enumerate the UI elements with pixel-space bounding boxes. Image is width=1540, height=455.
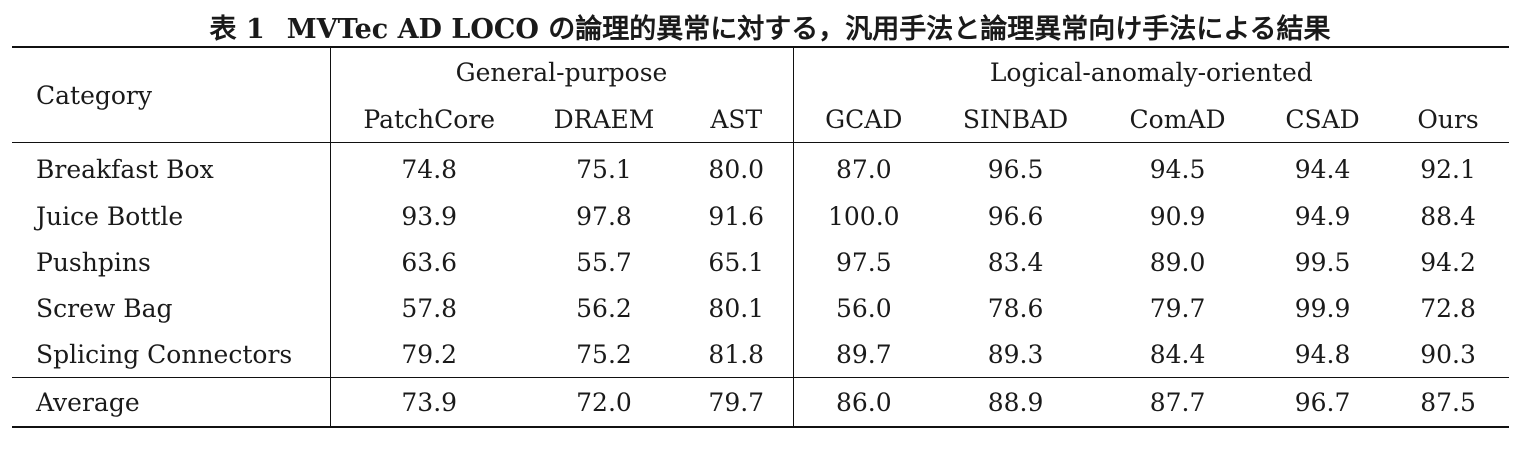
value-cell: 57.8 [329, 285, 528, 331]
value-cell: 79.7 [1149, 293, 1206, 323]
value-cell: 94.4 [1294, 154, 1351, 184]
method-header: CSAD [1285, 104, 1360, 134]
method-header: PatchCore [329, 96, 528, 143]
value-cell: 94.2 [1420, 247, 1476, 277]
average-row: Average 73.9 72.0 79.7 86.0 88.9 87.7 96.7 87.5 [12, 377, 1510, 427]
value-cell: 94.9 [1294, 201, 1351, 231]
value-cell: 93.9 [329, 193, 528, 239]
method-header: AST [710, 104, 763, 134]
value-cell: 63.6 [329, 239, 528, 285]
table-caption: 表 1 MVTec AD LOCO の論理的異常に対する，汎用手法と論理異常向け手… [0, 12, 1540, 48]
value-cell: 91.6 [708, 201, 765, 231]
value-cell: 87.0 [792, 142, 935, 193]
value-cell: 84.4 [1149, 339, 1206, 369]
category-cell: Average [36, 387, 140, 417]
category-header: Category [36, 80, 153, 110]
method-header: ComAD [1129, 104, 1226, 134]
value-cell: 88.9 [987, 387, 1044, 417]
results-table: Category General-purpose Logical-anomaly… [12, 46, 1510, 428]
value-cell-best: 99.9 [1294, 293, 1351, 323]
category-cell: Screw Bag [36, 293, 173, 323]
table-row: Screw Bag 57.8 56.2 80.1 56.0 78.6 79.7 99.9 72.… [12, 285, 1509, 331]
value-cell: 83.4 [987, 247, 1044, 277]
category-cell: Pushpins [36, 247, 151, 277]
value-cell: 88.4 [1420, 201, 1476, 231]
value-cell: 78.6 [987, 293, 1044, 323]
method-header: SINBAD [962, 104, 1069, 134]
value-cell-best: 100.0 [792, 193, 935, 239]
value-cell: 55.7 [576, 247, 632, 277]
category-cell: Breakfast Box [36, 154, 214, 184]
value-cell: 89.7 [792, 331, 935, 378]
group-header-general: General-purpose [329, 47, 794, 96]
table-row: Juice Bottle 93.9 97.8 91.6 100.0 96.6 90.9 94.… [12, 193, 1509, 239]
value-cell: 92.1 [1420, 154, 1476, 184]
value-cell: 87.7 [1149, 387, 1206, 417]
value-cell: 75.2 [576, 339, 632, 369]
header-row-groups: Category General-purpose Logical-anomaly… [12, 47, 1510, 110]
value-cell: 79.7 [708, 387, 765, 417]
table-row: Pushpins 63.6 55.7 65.1 97.5 83.4 89.0 99.5 94.2 [12, 239, 1509, 285]
value-cell: 65.1 [708, 247, 765, 277]
method-header: GCAD [792, 96, 935, 143]
value-cell: 56.2 [576, 293, 632, 323]
value-cell: 80.0 [708, 154, 765, 184]
value-cell: 75.1 [576, 154, 632, 184]
category-cell: Splicing Connectors [36, 339, 293, 369]
value-cell: 81.8 [708, 339, 765, 369]
value-cell: 90.3 [1420, 339, 1476, 369]
value-cell-best: 94.8 [1294, 339, 1351, 369]
value-cell-best: 96.7 [1294, 387, 1351, 417]
value-cell: 87.5 [1420, 387, 1476, 417]
caption-text: MVTec AD LOCO の論理的異常に対する，汎用手法と論理異常向け手法によ… [286, 14, 1331, 45]
category-cell: Juice Bottle [36, 201, 184, 231]
value-cell: 72.8 [1420, 293, 1476, 323]
value-cell: 89.3 [987, 339, 1044, 369]
value-cell: 94.5 [1149, 154, 1206, 184]
value-cell: 73.9 [329, 377, 528, 427]
value-cell: 86.0 [792, 377, 935, 427]
value-cell-best: 99.5 [1294, 247, 1351, 277]
value-cell: 97.5 [792, 239, 935, 285]
value-cell: 72.0 [576, 387, 632, 417]
group-header-logical: Logical-anomaly-oriented [792, 47, 1510, 96]
value-cell: 56.0 [792, 285, 935, 331]
value-cell-best: 96.5 [987, 154, 1044, 184]
value-cell: 89.0 [1149, 247, 1206, 277]
table-row: Breakfast Box 74.8 75.1 80.0 87.0 96.5 94.5 94.… [12, 142, 1510, 193]
value-cell: 90.9 [1149, 201, 1206, 231]
value-cell: 96.6 [987, 201, 1044, 231]
header-row-methods: PatchCore DRAEM AST GCAD SINBAD ComAD CS… [12, 96, 1509, 143]
caption-label: 表 1 [209, 14, 265, 45]
method-header-ours: Ours [1417, 104, 1479, 134]
value-cell: 79.2 [329, 331, 528, 378]
value-cell: 80.1 [708, 293, 765, 323]
method-header: DRAEM [553, 104, 655, 134]
value-cell: 97.8 [576, 201, 632, 231]
value-cell: 74.8 [329, 142, 528, 193]
table-row: Splicing Connectors 79.2 75.2 81.8 89.7 89.3 8… [12, 331, 1509, 378]
